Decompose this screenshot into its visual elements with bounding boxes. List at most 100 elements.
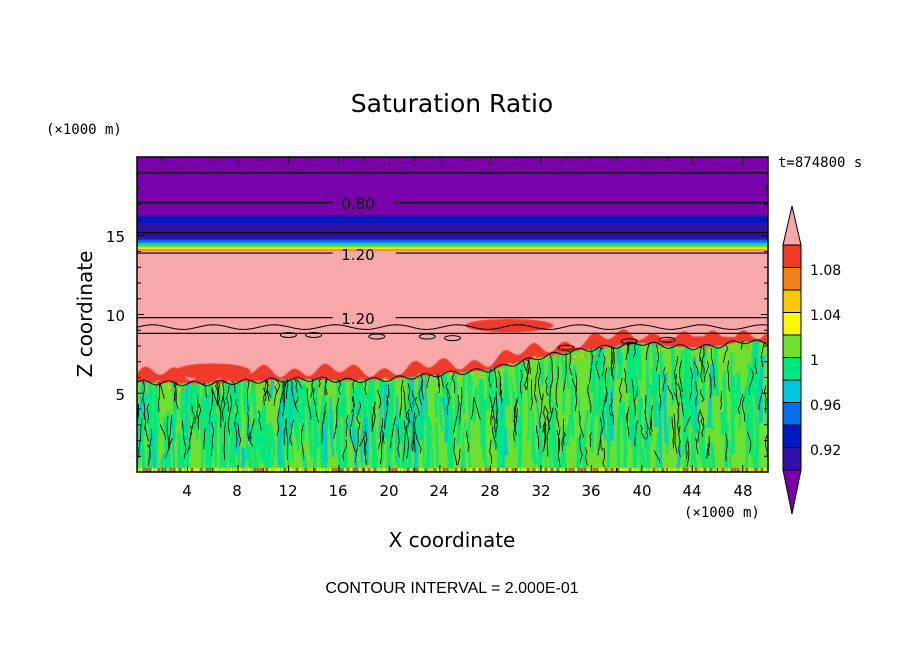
contour-line xyxy=(342,439,348,461)
contour-line xyxy=(354,422,361,463)
contour-line xyxy=(247,411,250,442)
contour-line xyxy=(633,387,638,402)
contour-line xyxy=(168,414,172,449)
contour-line xyxy=(352,380,357,393)
contour-line xyxy=(300,422,305,459)
contour-line xyxy=(599,436,604,451)
contour-line xyxy=(760,342,766,367)
colorbar-label: 1.04 xyxy=(810,308,841,324)
contour-line xyxy=(610,393,614,425)
contour-line xyxy=(159,424,167,441)
contour-line xyxy=(574,372,578,412)
contour-line xyxy=(333,421,337,439)
contour-line xyxy=(556,430,561,453)
contour-line xyxy=(217,382,220,395)
contour-line xyxy=(282,379,286,417)
contour-line xyxy=(640,424,645,440)
contour-line xyxy=(276,379,281,394)
contour-line xyxy=(626,412,630,437)
contour-line xyxy=(623,368,628,394)
contour-loop xyxy=(279,331,297,338)
contour-line xyxy=(626,344,629,354)
contour-fill xyxy=(137,157,768,472)
contour-line xyxy=(164,438,173,460)
colorbar-swatch xyxy=(782,357,802,381)
contour-line xyxy=(402,421,406,462)
contour-line xyxy=(407,383,413,413)
contour-line xyxy=(491,397,496,420)
x-tick-label: 48 xyxy=(733,482,752,500)
contour-line xyxy=(262,387,266,406)
contour-line xyxy=(283,418,287,445)
contour-line xyxy=(537,361,542,401)
contour-line xyxy=(137,324,768,331)
y-tick-label: 10 xyxy=(106,307,125,325)
contour-line xyxy=(703,346,705,358)
colorbar-swatch xyxy=(782,447,802,471)
contour-line xyxy=(536,425,540,449)
contour-line xyxy=(295,379,303,389)
contour-line xyxy=(159,382,165,399)
contour-line xyxy=(377,389,382,409)
colorbar-swatch xyxy=(782,402,802,426)
contour-line xyxy=(345,415,349,437)
contour-line xyxy=(457,448,461,466)
colorbar-swatch xyxy=(782,244,802,268)
contour-line xyxy=(453,437,458,466)
contour-line xyxy=(494,367,498,389)
contour-line xyxy=(727,360,730,392)
contour-line xyxy=(644,395,649,430)
contour-line xyxy=(157,382,161,392)
contour-line xyxy=(709,373,712,399)
contour-line xyxy=(407,412,410,428)
contour-line xyxy=(747,430,752,454)
contour-line xyxy=(147,444,151,461)
contour-line xyxy=(697,411,701,443)
contour-line xyxy=(648,416,652,436)
contour-line xyxy=(677,402,680,434)
contour-line xyxy=(513,398,518,419)
contour-line xyxy=(525,359,531,374)
contour-line xyxy=(539,393,544,429)
contour-line xyxy=(722,344,729,363)
contour-line xyxy=(371,406,375,429)
contour-line xyxy=(356,400,362,424)
contour-line xyxy=(597,417,603,455)
contour-line xyxy=(695,437,699,455)
contour-line xyxy=(742,396,746,422)
contour-line xyxy=(276,405,281,437)
contour-line xyxy=(473,397,481,420)
contour-line xyxy=(686,441,690,467)
contour-labels: 0.80 1.20 1.20 xyxy=(341,195,374,328)
contour-line xyxy=(285,420,289,460)
contour-line xyxy=(699,346,703,362)
contour-line xyxy=(412,415,417,451)
contour-line xyxy=(196,394,199,419)
contour-line xyxy=(494,409,499,438)
contour-line xyxy=(699,356,703,383)
contour-line xyxy=(197,403,202,430)
contour-line xyxy=(710,348,716,388)
contour-line xyxy=(579,434,583,463)
contour-line xyxy=(602,353,606,377)
contour-line xyxy=(384,395,389,429)
contour-line xyxy=(406,425,410,459)
contour-line xyxy=(584,447,588,466)
contour-line xyxy=(567,351,572,376)
colorbar-swatch xyxy=(782,424,802,448)
contour-line xyxy=(189,417,195,449)
contour-line xyxy=(587,384,592,413)
contour-line xyxy=(578,411,585,438)
x-tick-label: 12 xyxy=(278,482,297,500)
contour-line xyxy=(414,396,420,416)
contour-line xyxy=(589,432,592,448)
contour-line xyxy=(410,431,415,452)
contour-line xyxy=(598,347,604,357)
contour-line xyxy=(306,388,312,420)
contour-line xyxy=(203,428,206,450)
contour-line xyxy=(530,379,533,411)
contour-line xyxy=(312,388,320,423)
contour-line xyxy=(677,383,684,417)
contour-line xyxy=(208,387,214,424)
contour-line xyxy=(426,375,431,388)
